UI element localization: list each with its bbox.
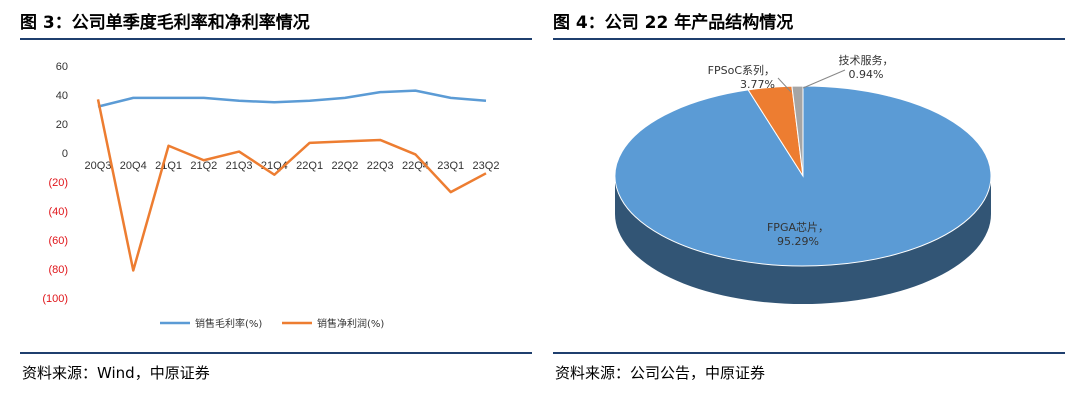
x-tick-label: 20Q3 xyxy=(85,160,112,172)
x-tick-label: 20Q4 xyxy=(120,160,147,172)
pie-slice-label: FPGA芯片， xyxy=(767,220,829,234)
figure-4-panel: 图 4：公司 22 年产品结构情况 FPGA芯片， 95.29% FPSoC系列， 3… xyxy=(553,0,1065,419)
pie-chart: FPGA芯片，95.29% FPSoC系列，3.77% 技术服务，0.94% xyxy=(614,54,992,304)
figure-4-top-rule xyxy=(553,38,1065,40)
pie-slice-side xyxy=(615,176,991,304)
y-tick-label: 20 xyxy=(56,119,68,131)
x-tick-label: 21Q2 xyxy=(190,160,217,172)
x-tick-label: 21Q1 xyxy=(155,160,182,172)
pie-slice-label: FPSoC系列， xyxy=(708,63,775,77)
x-tick-label: 22Q2 xyxy=(331,160,358,172)
x-tick-label: 23Q1 xyxy=(437,160,464,172)
legend-label: 销售毛利率(%) xyxy=(195,317,262,330)
pie-slice-label: 技术服务， xyxy=(839,54,894,67)
line-chart: 60 40 20 0 (20) (40) (60) (80) (100) 20Q3 20Q4 21Q1… xyxy=(42,61,500,330)
leader-line xyxy=(777,77,792,93)
leader-line xyxy=(802,69,846,89)
pie-slice xyxy=(791,85,804,177)
y-tick-label: (100) xyxy=(42,293,68,305)
figure-3-panel: 图 3：公司单季度毛利率和净利率情况 60 40 20 0 (20) (40) (60) (8… xyxy=(20,0,532,419)
y-tick-label: (80) xyxy=(48,264,68,276)
series-line-2 xyxy=(96,99,487,272)
y-tick-label: (60) xyxy=(48,235,68,247)
pie-slice-value-label: 95.29% xyxy=(777,235,819,248)
x-tick-label: 21Q3 xyxy=(226,160,253,172)
figure-4-source: 资料来源：公司公告，中原证券 xyxy=(555,364,766,382)
figure-3-bottom-rule xyxy=(20,352,532,354)
pie-slice-value-label: 3.77% xyxy=(740,78,775,91)
y-tick-label: 60 xyxy=(56,61,68,73)
figure-3-source: 资料来源：Wind，中原证券 xyxy=(22,364,210,382)
series-line-1 xyxy=(97,89,487,108)
legend-label: 销售净利润(%) xyxy=(317,317,384,330)
y-tick-label: 40 xyxy=(56,90,68,102)
y-tick-label: 0 xyxy=(62,148,68,160)
figure-4-bottom-rule xyxy=(553,352,1065,354)
figure-3-top-rule xyxy=(20,38,532,40)
y-tick-label: (20) xyxy=(48,177,68,189)
x-tick-label: 22Q1 xyxy=(296,160,323,172)
figure-4-title: 图 4：公司 22 年产品结构情况 xyxy=(553,13,794,33)
y-tick-label: (40) xyxy=(48,206,68,218)
x-tick-label: 23Q2 xyxy=(473,160,500,172)
figure-3-title: 图 3：公司单季度毛利率和净利率情况 xyxy=(20,13,310,33)
pie-slice-value-label: 0.94% xyxy=(849,68,884,81)
x-tick-label: 22Q3 xyxy=(367,160,394,172)
